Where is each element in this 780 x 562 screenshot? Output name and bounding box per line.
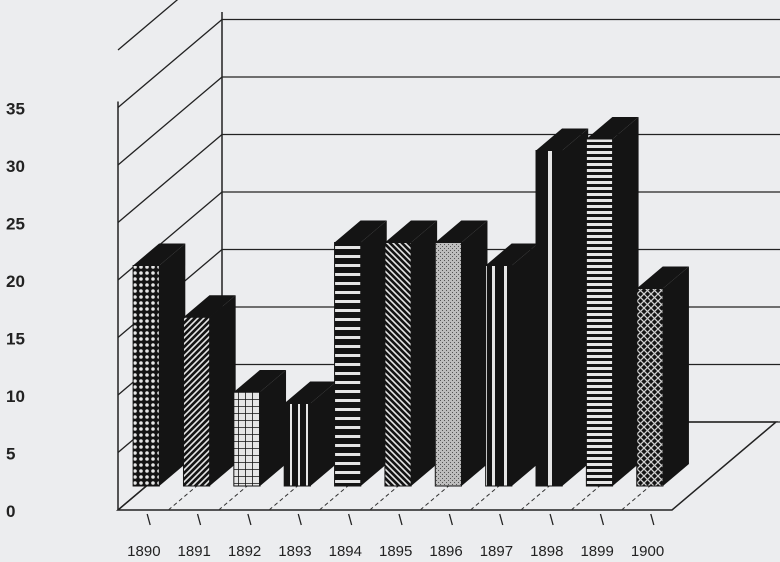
y-tick-label: 5 — [6, 445, 15, 464]
x-tick — [599, 513, 605, 526]
x-tick — [348, 513, 353, 526]
bar-side — [260, 370, 287, 486]
bar-1895 — [384, 220, 438, 487]
floor-separator — [168, 472, 213, 511]
x-tick — [297, 513, 302, 526]
x-tick — [398, 513, 403, 526]
y-tick-label: 10 — [6, 387, 25, 406]
bar-top — [536, 128, 589, 151]
x-tick-label: 1899 — [580, 543, 613, 560]
bar-side — [461, 220, 488, 486]
bar-side — [411, 220, 438, 486]
bar-front — [182, 316, 211, 487]
x-tick-label: 1897 — [480, 543, 513, 560]
x-tick-label: 1891 — [178, 543, 211, 560]
floor-separator — [218, 472, 263, 511]
x-axis-ticks: 1890 1891 1892 1893 1894 1895 1896 1897 1898 1899… — [127, 513, 664, 560]
x-tick-label: 1898 — [530, 543, 563, 560]
side-gridline — [117, 19, 223, 108]
y-tick-label: 35 — [6, 100, 25, 119]
x-tick-label: 1896 — [429, 543, 462, 560]
x-tick — [146, 513, 151, 526]
bar-1897 — [485, 243, 538, 487]
bar-front — [233, 391, 261, 487]
y-tick-label: 15 — [6, 330, 25, 349]
x-tick — [247, 513, 252, 526]
floor-separator — [268, 472, 314, 511]
bar-front — [132, 265, 160, 487]
bar-front — [535, 150, 563, 487]
bar-1894 — [334, 220, 387, 487]
y-tick-label: 20 — [6, 272, 25, 291]
x-tick-label: 1894 — [329, 543, 362, 560]
bar-side — [360, 220, 387, 486]
bar-side — [662, 266, 689, 486]
bar-1890 — [132, 243, 186, 487]
floor-separator — [570, 472, 616, 511]
bar-side — [159, 243, 186, 486]
x-tick-label: 1890 — [127, 543, 160, 560]
y-tick-label: 25 — [6, 215, 25, 234]
x-tick — [196, 513, 202, 526]
bar-top — [284, 381, 337, 404]
bar-top — [586, 117, 639, 139]
bar-top — [485, 243, 538, 266]
floor-separator — [470, 472, 515, 511]
floor-separator — [621, 472, 666, 511]
bar-top — [133, 243, 186, 266]
x-tick — [448, 513, 453, 526]
floor-separator — [369, 472, 414, 511]
bar-front — [283, 403, 311, 487]
bar-1898 — [535, 128, 589, 487]
bar-side — [562, 128, 589, 486]
x-tick-label: 1892 — [228, 543, 261, 560]
bar-side — [310, 381, 337, 486]
side-gridline — [117, 0, 179, 51]
bar-side — [612, 117, 639, 486]
y-tick-label: 0 — [6, 502, 15, 521]
bar-1891 — [182, 295, 236, 487]
bar-front — [434, 242, 462, 487]
bar-front — [585, 138, 614, 487]
x-tick-label: 1895 — [379, 543, 412, 560]
bar-1893 — [283, 381, 337, 487]
bar-top — [384, 220, 438, 243]
y-axis-ticks: 0 5 10 15 20 25 30 35 — [6, 100, 25, 522]
bar-top — [233, 370, 287, 392]
bar-front — [485, 265, 513, 487]
y-tick-label: 30 — [6, 157, 25, 176]
bar-side — [209, 295, 236, 486]
bar-group — [132, 117, 689, 487]
bar-top — [334, 220, 387, 243]
x-tick — [499, 513, 504, 526]
bar-1896 — [434, 220, 488, 487]
side-gridline — [117, 134, 223, 223]
bar-top — [183, 295, 236, 318]
bar-front — [636, 288, 664, 487]
x-tick-label: 1893 — [278, 543, 311, 560]
bar-1899 — [585, 117, 639, 487]
x-tick — [549, 513, 554, 526]
x-tick-label: 1900 — [631, 543, 664, 560]
bar-top — [636, 266, 689, 289]
bar-1892 — [233, 370, 287, 487]
floor-separator — [419, 472, 465, 511]
side-gridline — [117, 76, 223, 166]
x-tick — [650, 513, 655, 526]
floor-separator — [520, 472, 565, 511]
bar-front — [334, 242, 362, 487]
bar-1900 — [636, 266, 689, 487]
floor-separator — [319, 472, 364, 511]
bar-top — [435, 220, 488, 243]
bar-front — [384, 242, 412, 487]
bar-side — [511, 243, 538, 486]
